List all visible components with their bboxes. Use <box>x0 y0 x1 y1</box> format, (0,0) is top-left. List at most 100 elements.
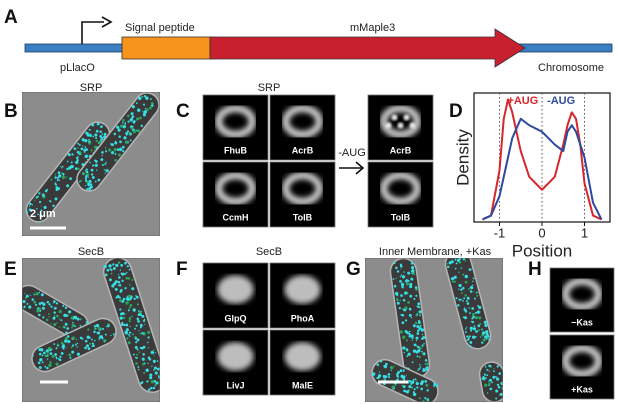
fluorescent-spot <box>41 306 45 310</box>
fluorescent-spot <box>110 272 113 275</box>
fluorescent-spot <box>124 122 126 125</box>
fluorescent-spot <box>163 381 165 383</box>
fluorescent-spot <box>90 183 93 186</box>
fluorescent-spot <box>134 345 138 349</box>
fluorescent-spot <box>84 346 87 350</box>
fluorescent-spot <box>28 208 32 212</box>
fluorescent-spot <box>125 140 129 144</box>
fluorescent-spot <box>415 379 418 382</box>
fluorescent-spot <box>29 294 32 296</box>
fluorescent-spot <box>117 284 119 286</box>
fluorescent-spot <box>129 325 131 328</box>
fluorescent-spot <box>503 394 507 398</box>
fluorescent-spot <box>45 318 49 322</box>
fluorescent-spot <box>31 298 35 301</box>
fluorescent-spot <box>473 291 475 293</box>
fluorescent-spot <box>413 388 416 391</box>
tile-label: −Kas <box>571 317 593 327</box>
fluorescent-spot <box>477 324 481 328</box>
fluorescent-spot <box>95 136 98 139</box>
fluorescent-spot <box>149 373 152 376</box>
fluorescent-spot <box>485 337 488 340</box>
fluorescent-spot <box>135 356 138 359</box>
fluorescent-spot <box>457 304 460 307</box>
fluorescent-spot <box>143 110 148 114</box>
fluorescent-spot <box>409 294 413 298</box>
fluorescent-spot <box>40 301 44 305</box>
x-axis-label: Position <box>512 241 572 260</box>
fluorescent-spot <box>450 277 455 281</box>
fluorescent-spot <box>383 365 388 369</box>
fluorescent-spot <box>472 315 475 319</box>
fluorescent-spot <box>121 145 125 149</box>
fluorescent-spot <box>417 329 420 332</box>
fluorescent-spot <box>87 182 91 187</box>
fluorescent-spot <box>104 339 107 342</box>
fluorescent-spot <box>475 335 477 338</box>
fluorescent-spot <box>409 380 412 383</box>
fluorescent-spot <box>54 176 57 179</box>
fluorescent-spot <box>478 316 482 320</box>
fluorescent-spot <box>127 277 131 280</box>
fluorescent-spot <box>482 338 486 342</box>
fluorescent-spot <box>124 261 127 265</box>
fluorescent-spot <box>492 375 496 379</box>
fluorescent-spot <box>34 199 36 201</box>
fluorescent-spot <box>409 284 413 289</box>
fluorescent-spot <box>38 313 41 317</box>
fluorescent-spot <box>129 335 131 337</box>
fluorescent-spot <box>64 339 68 343</box>
cell <box>31 317 117 373</box>
fluorescent-spot <box>76 317 80 321</box>
fluorescent-spot <box>416 386 419 389</box>
fluorescent-spot <box>81 172 85 175</box>
fluorescent-spot <box>94 180 97 183</box>
fluorescent-spot <box>58 318 61 320</box>
fluorescent-spot <box>20 295 22 297</box>
cell-body <box>76 92 160 192</box>
fluorescent-spot <box>118 284 122 287</box>
fluorescent-spot <box>32 355 34 357</box>
fluorescent-spot <box>91 338 93 341</box>
fluorescent-spot <box>126 114 130 118</box>
fluorescent-spot <box>421 337 424 340</box>
fluorescent-spot <box>19 300 21 302</box>
fluorescent-spot <box>119 308 122 311</box>
fluorescent-spot <box>145 96 149 100</box>
fluorescent-spot <box>92 344 95 348</box>
fluorescent-spot <box>466 335 469 338</box>
fluorescent-spot <box>60 341 64 345</box>
fluorescent-spot <box>13 301 17 305</box>
fluorescent-spot <box>477 329 480 332</box>
fluorescent-spot <box>138 116 142 120</box>
density-line <box>482 117 603 221</box>
fluorescent-spot <box>61 165 64 168</box>
fluorescent-spot <box>99 130 102 133</box>
fluorescent-spot <box>402 335 406 339</box>
tile-glow <box>561 277 603 311</box>
fluorescent-spot <box>131 115 135 118</box>
fluorescent-spot <box>66 335 70 338</box>
fluorescent-spot <box>420 328 425 332</box>
fluorescent-spot <box>424 380 428 383</box>
fluorescent-spot <box>59 165 62 168</box>
fluorescent-spot <box>66 184 70 188</box>
fluorescent-spot <box>104 333 107 336</box>
fluorescent-spot <box>412 391 415 394</box>
fluorescent-spot <box>416 332 420 335</box>
tile-glow <box>561 344 603 378</box>
fluorescent-spot <box>405 365 407 367</box>
fluorescent-spot <box>84 139 88 143</box>
fluorescent-spot <box>139 323 143 327</box>
fluorescent-spot <box>392 278 395 280</box>
fluorescent-spot <box>114 153 117 156</box>
fluorescent-spot <box>27 295 29 298</box>
fluorescent-spot <box>55 347 58 350</box>
panel-letter: A <box>4 7 18 28</box>
fluorescent-spot <box>151 104 154 107</box>
fluorescent-spot <box>132 353 135 356</box>
fluorescent-spot <box>128 317 132 320</box>
fluorescent-spot <box>71 323 75 328</box>
fluorescent-spot <box>407 279 410 282</box>
fluorescent-spot <box>147 336 150 339</box>
